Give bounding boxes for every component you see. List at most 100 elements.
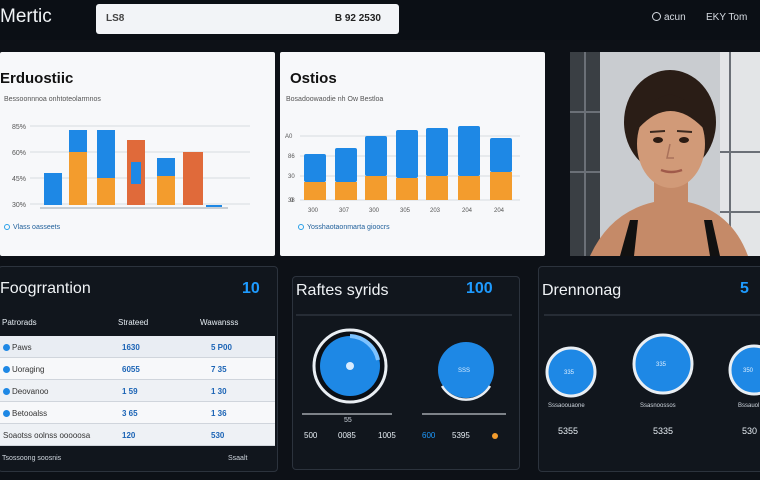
row-value-2: 530 [211,431,225,440]
row-icon [3,366,10,373]
chart1-bar [44,173,62,205]
rates-bottom: 0085 [338,431,356,440]
row-value-2: 7 35 [211,365,227,374]
panel4-value: 100 [466,280,493,297]
panel1-footer: Vlass oasseets [4,224,60,231]
chart2-bar [458,126,480,176]
row-value-1: 1 59 [122,387,138,396]
chart1-ytick: 85% [12,124,26,131]
rates-bottom: 600 [422,431,436,440]
chart1-bar [97,130,115,178]
panel1-footer-text: Vlass oasseets [13,224,61,231]
chart2-xtick: 204 [494,208,505,214]
chart1-bar [206,205,222,207]
chart2-xtick: 307 [339,208,350,214]
search-left-text: LS8 [106,13,125,24]
panel5-value: 5 [740,280,749,297]
panel5-title: Drennonag [542,282,622,299]
legend-dot-icon [298,224,304,230]
panel3-value: 10 [242,280,260,297]
row-value-2: 1 36 [211,409,227,418]
table-row[interactable]: Deovanoo 1 59 1 30 [0,380,275,402]
rates-bottom: 5395 [452,431,470,440]
table-col-2[interactable]: Strateed [118,318,149,327]
chart2-ytick: 0 [290,198,294,204]
chart2-xtick: 204 [462,208,473,214]
chart2-bar [396,130,418,178]
row-value-2: 1 30 [211,387,227,396]
row-value-1: 3 65 [122,409,138,418]
chart2-xtick: 300 [369,208,380,214]
chart2-ytick: A0 [285,134,293,140]
donut-1-caption: Sssaoouaone [548,403,585,409]
chart2-bar [365,136,387,176]
chart1-bar [69,130,87,152]
donut-charts: 335 335 350 Sssaoouaone Ssasnoossos Bssa… [544,314,760,436]
donut-2-inner: 335 [656,362,667,368]
row-value-1: 1630 [122,343,140,352]
chart1-svg: 85% 60% 45% 30% [12,124,250,209]
panel4-title: Raftes syrids [296,282,389,299]
table-row[interactable]: Uoraging 6055 7 35 [0,358,275,380]
chart1-bar [157,176,175,205]
chart1-bar [157,158,175,176]
chart2-svg: A0 86 30 38 0 300 307 300 305 203 204 20… [285,126,520,214]
table-row[interactable]: Paws 1630 5 P00 [0,336,275,358]
chart2-bar [335,182,357,200]
row-icon [3,410,10,417]
row-label: Uoraging [12,365,45,374]
table-row[interactable]: Betooalss 3 65 1 36 [0,402,275,424]
row-value-1: 6055 [122,365,140,374]
donut-3 [728,344,760,396]
row-icon [3,344,10,351]
donut-2-caption: Ssasnoossos [640,403,676,409]
donut-1-inner: 335 [564,370,575,376]
nav-right[interactable]: EKY Tom [706,12,748,23]
donut-1-value: 5355 [558,426,578,436]
chart2-bar [458,176,480,200]
footer-right[interactable]: Ssaalt [228,455,248,462]
panel2-subtitle: Bosadoowaodie nh Ow Bestloa [286,96,384,103]
chart2-xtick: 300 [308,208,319,214]
row-label: Deovanoo [12,387,49,396]
chart1-bar [183,152,203,205]
chart1-bar [69,152,87,205]
chart1-ytick: 60% [12,150,26,157]
gauge-inner-label: SSS [458,368,470,374]
chart2-bar [335,148,357,182]
donut-3-caption: Bssauol [738,403,759,409]
table-col-1[interactable]: Patrorads [2,318,37,327]
chart2-ytick: 86 [288,154,295,160]
table-row[interactable]: Soaotss oolnss ooooosa 120 530 [0,424,275,446]
footer-left: Tsossoong soosnis [2,455,62,462]
portrait-image [570,52,760,256]
donut-2-value: 5335 [653,426,673,436]
rates-bottom: 500 [304,431,318,440]
app-title: Mertic [0,6,52,27]
top-bar: Mertic LS8 B 92 2530 acun EKY Tom [0,0,760,40]
nav-account[interactable]: acun [652,12,686,23]
panel2-footer-text: Yosshaotaonmarta gioocrs [307,224,390,231]
chart1-ytick: 30% [12,202,26,209]
chart1-bar [97,178,115,205]
gauge-left-label: 55 [344,417,352,424]
panel-bar-chart-1: Erduostiic Bessoonnnoa onhtoteolarmnos 8… [0,52,275,256]
chart2-bar [396,178,418,200]
legend-dot-icon [4,224,10,230]
panel3-title: Foogrrantion [0,280,91,297]
chart2-bar [426,176,448,200]
chart2-bar [304,154,326,182]
search-input[interactable]: LS8 B 92 2530 [96,4,399,34]
rates-gauges: SSS 55 500 0085 1005 600 5395 [296,314,512,440]
row-value-2: 5 P00 [211,343,232,352]
orange-dot-icon [492,433,498,439]
portrait-photo [570,52,760,256]
row-value-1: 120 [122,431,136,440]
panel1-subtitle: Bessoonnnoa onhtoteolarmnos [4,96,101,103]
chart1-ytick: 45% [12,176,26,183]
chart2-xtick: 305 [400,208,411,214]
chart2-bar [426,128,448,176]
table-col-3[interactable]: Wawansss [200,318,239,327]
chart2-bar [365,176,387,200]
chart2-bar [490,172,512,200]
